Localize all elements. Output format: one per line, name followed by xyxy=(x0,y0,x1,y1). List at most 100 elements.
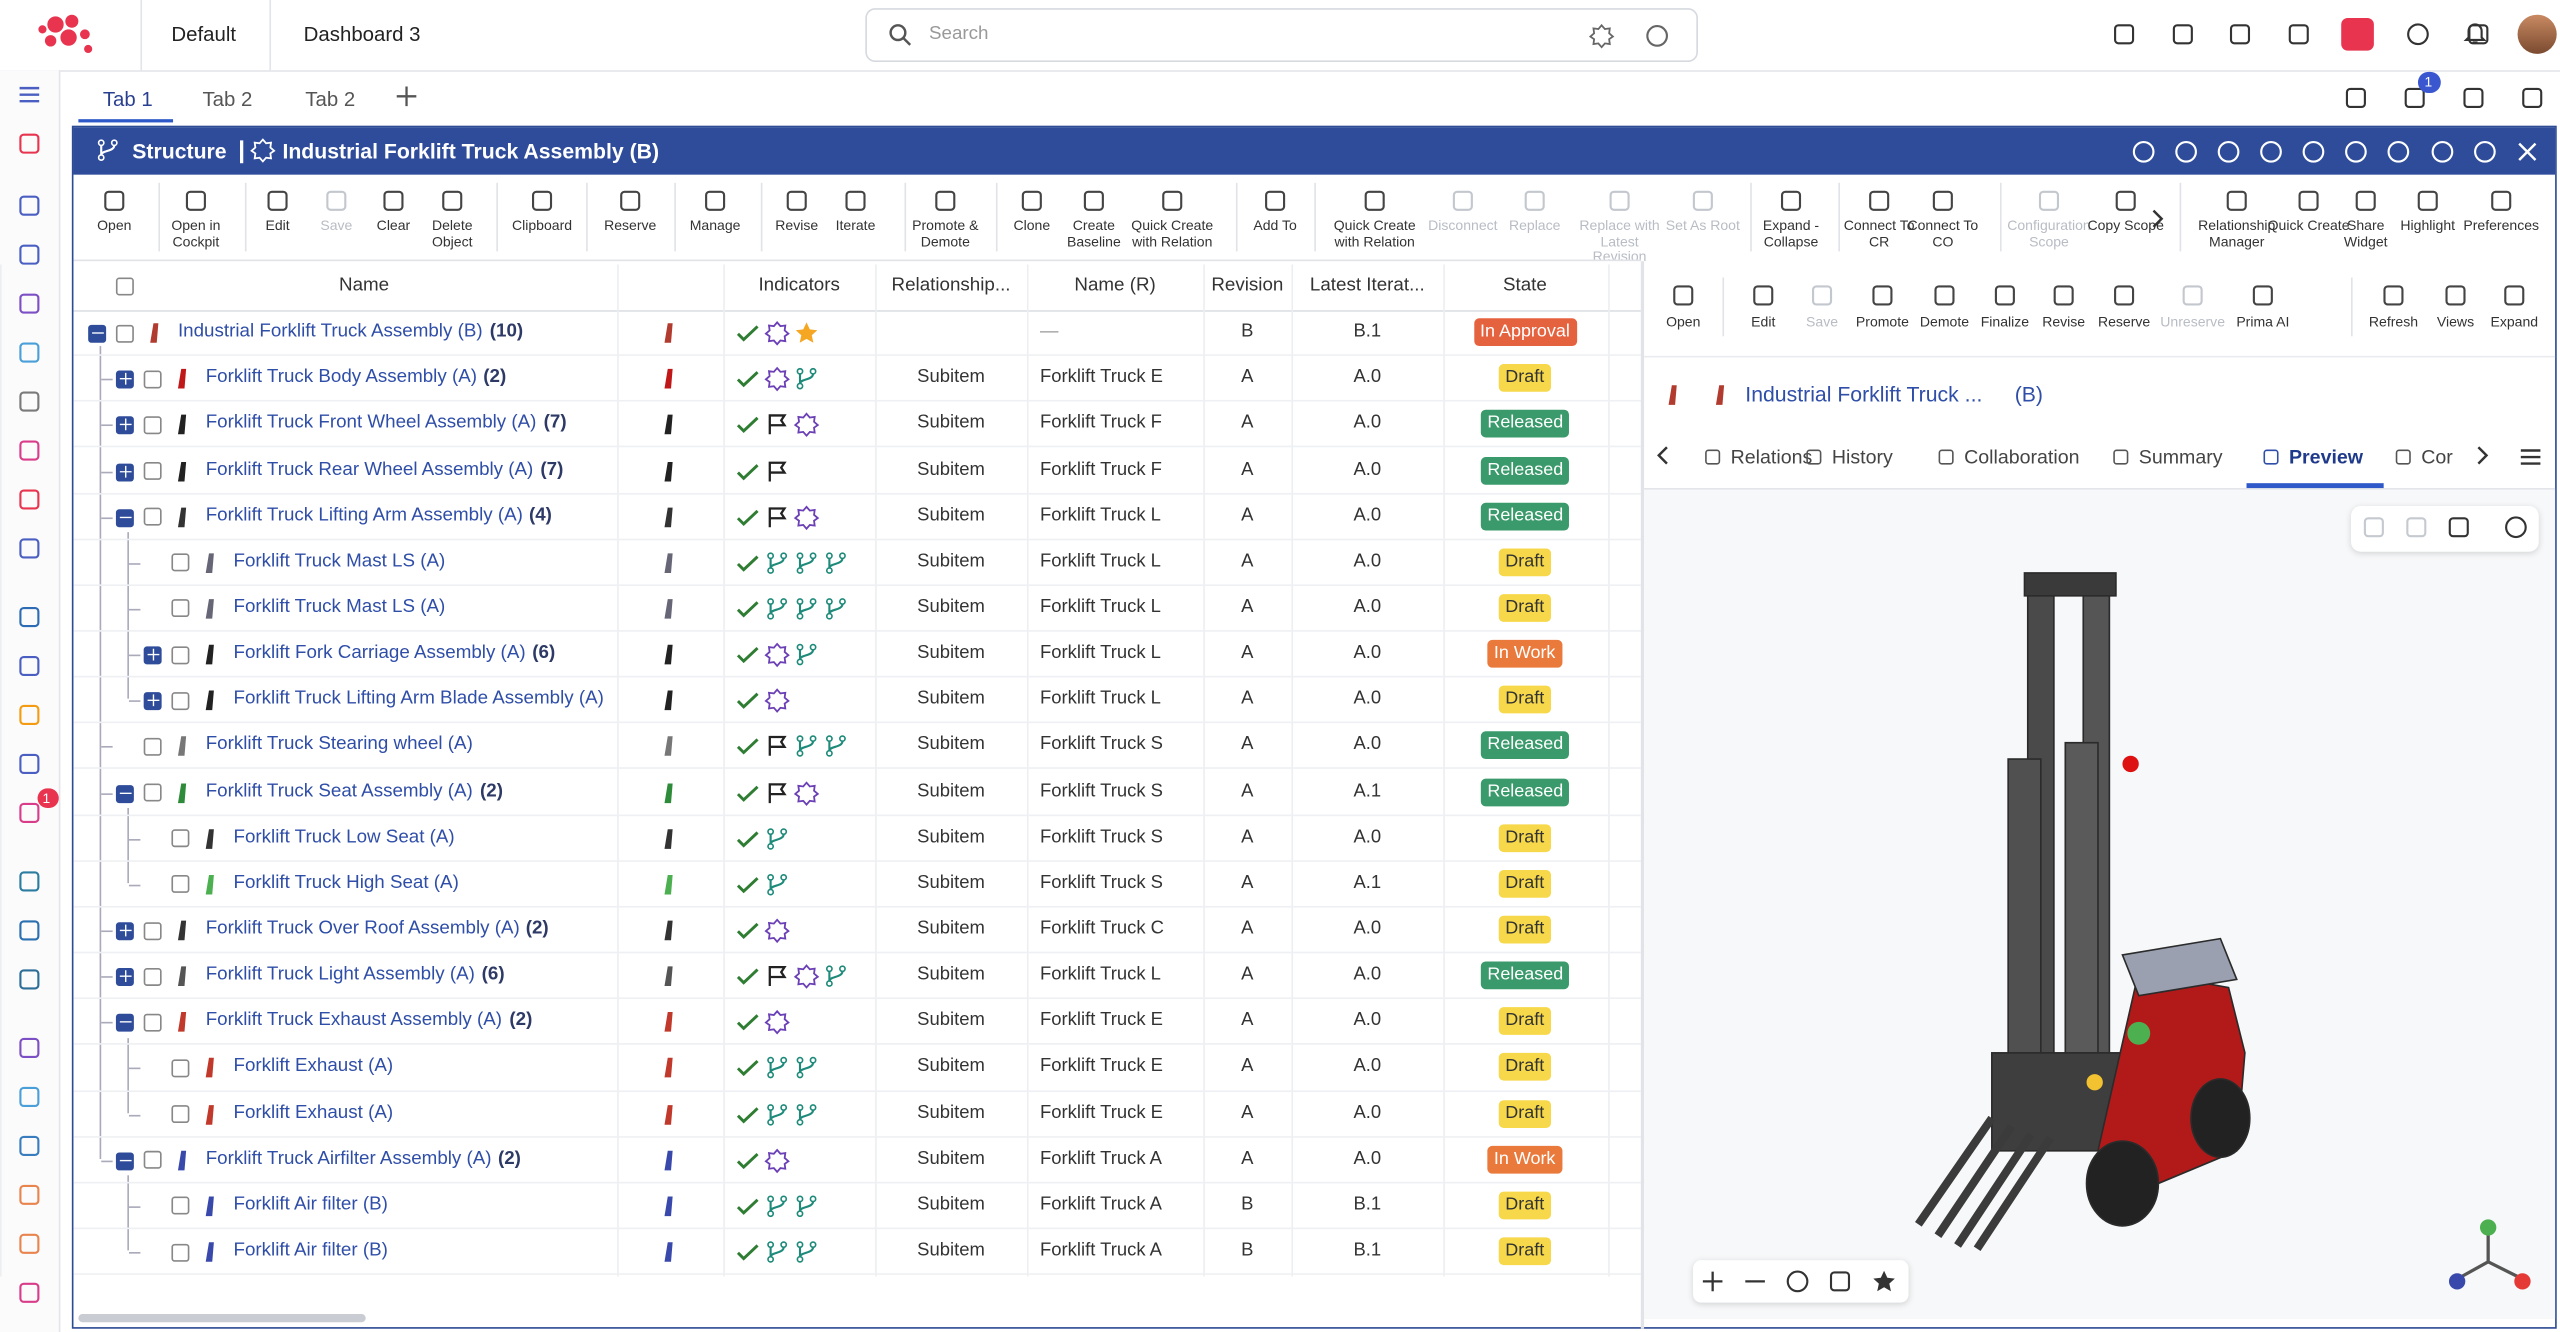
panel-toolbar-button[interactable]: Edit xyxy=(1751,313,1776,330)
column-header[interactable]: Relationship... xyxy=(891,275,1011,296)
row-checkbox[interactable] xyxy=(171,1197,190,1216)
indicator-icon[interactable] xyxy=(764,1239,790,1265)
toolbar-icon[interactable] xyxy=(2415,188,2441,214)
row-checkbox[interactable] xyxy=(143,416,162,435)
sidebar-icon[interactable] xyxy=(16,193,42,219)
row-checkbox[interactable] xyxy=(143,370,162,389)
item-name[interactable]: Forklift Air filter (B) xyxy=(233,1240,388,1261)
tabs-scroll-left[interactable] xyxy=(1651,442,1677,468)
row-checkbox[interactable] xyxy=(171,599,190,618)
row-checkbox[interactable] xyxy=(171,829,190,848)
lighting[interactable] xyxy=(1871,1268,1897,1294)
expand-glyph[interactable] xyxy=(145,693,161,709)
expand-toggle[interactable] xyxy=(115,922,134,941)
toolbar-icon[interactable] xyxy=(702,188,728,214)
zoom-in[interactable] xyxy=(1700,1268,1726,1294)
widget-header-icon[interactable] xyxy=(2216,139,2242,165)
tabs-scroll-right[interactable] xyxy=(2469,442,2495,468)
panel-toolbar-button[interactable]: Promote xyxy=(1855,313,1909,330)
expand-glyph[interactable] xyxy=(145,647,161,663)
item-name[interactable]: Forklift Truck Exhaust Assembly (A) xyxy=(205,1010,503,1031)
sidebar-icon[interactable] xyxy=(16,751,42,777)
indicator-icon[interactable] xyxy=(735,1055,761,1081)
indicator-icon[interactable] xyxy=(735,917,761,943)
tab-bar-icon[interactable] xyxy=(2343,85,2369,111)
top-action-icon[interactable] xyxy=(2111,21,2137,47)
panel-tab[interactable]: History xyxy=(1831,445,1893,469)
indicator-icon[interactable] xyxy=(793,596,819,622)
toolbar-icon[interactable] xyxy=(2224,188,2250,214)
toolbar-icon[interactable] xyxy=(617,188,643,214)
toolbar-icon[interactable] xyxy=(784,188,810,214)
indicator-icon[interactable] xyxy=(793,1239,819,1265)
row-checkbox[interactable] xyxy=(171,875,190,894)
indicator-icon[interactable] xyxy=(823,596,849,622)
column-header[interactable]: Latest Iterat... xyxy=(1309,275,1425,296)
indicator-icon[interactable] xyxy=(764,1009,790,1035)
toolbar-button[interactable]: Edit xyxy=(265,217,290,234)
indicator-icon[interactable] xyxy=(793,1055,819,1081)
sidebar-icon[interactable] xyxy=(16,917,42,943)
indicator-icon[interactable] xyxy=(764,320,790,346)
widget-header-icon[interactable] xyxy=(2429,139,2455,165)
toolbar-icon[interactable] xyxy=(1866,188,1892,214)
panel-tab-icon[interactable] xyxy=(1703,447,1723,467)
indicator-icon[interactable] xyxy=(823,550,849,576)
row-checkbox[interactable] xyxy=(143,461,162,480)
indicator-icon[interactable] xyxy=(764,963,790,989)
toolbar-button[interactable]: Manage xyxy=(689,217,741,234)
column-header[interactable]: Name xyxy=(339,275,390,296)
item-name[interactable]: Forklift Truck Mast LS (A) xyxy=(233,597,446,617)
sidebar-icon[interactable] xyxy=(16,1084,42,1110)
item-name[interactable]: Forklift Truck Airfilter Assembly (A) xyxy=(205,1148,492,1169)
panel-tab[interactable]: Summary xyxy=(2138,445,2223,469)
toolbar-button[interactable]: Relationship Manager xyxy=(2198,217,2276,250)
toolbar-button[interactable]: Connect To CO xyxy=(1907,217,1979,250)
indicator-icon[interactable] xyxy=(735,688,761,714)
indicator-icon[interactable] xyxy=(735,826,761,852)
panel-toolbar-button[interactable]: Finalize xyxy=(1980,313,2030,330)
sidebar-icon[interactable] xyxy=(16,486,42,512)
sidebar-icon[interactable] xyxy=(16,702,42,728)
toolbar-icon[interactable] xyxy=(529,188,555,214)
sidebar-icon[interactable] xyxy=(16,800,42,826)
item-name[interactable]: Forklift Truck Light Assembly (A) xyxy=(205,964,475,985)
indicator-icon[interactable] xyxy=(793,504,820,530)
panel-toolbar-icon[interactable] xyxy=(2111,282,2137,308)
item-name[interactable]: Forklift Truck Front Wheel Assembly (A) xyxy=(205,413,537,434)
widget-header-icon[interactable] xyxy=(2173,139,2199,165)
indicator-icon[interactable] xyxy=(735,871,761,897)
item-name[interactable]: Forklift Truck Lifting Arm Assembly (A) xyxy=(205,505,523,526)
indicator-icon[interactable] xyxy=(764,642,790,668)
top-action-icon[interactable] xyxy=(2405,21,2431,47)
indicator-icon[interactable] xyxy=(793,1193,819,1219)
indicator-icon[interactable] xyxy=(764,550,790,576)
bell-icon[interactable] xyxy=(2462,20,2488,46)
toolbar-button[interactable]: Share Widget xyxy=(2343,217,2388,250)
toolbar-icon[interactable] xyxy=(101,188,127,214)
zoom-out[interactable] xyxy=(1742,1268,1768,1294)
indicator-icon[interactable] xyxy=(735,596,761,622)
search-info-icon[interactable] xyxy=(1644,23,1670,49)
expand-glyph[interactable] xyxy=(117,417,133,433)
sidebar-icon[interactable] xyxy=(16,966,42,992)
toolbar-more[interactable] xyxy=(2144,206,2170,232)
panel-toolbar-icon[interactable] xyxy=(2380,282,2406,308)
sidebar-icon[interactable] xyxy=(16,868,42,894)
row-checkbox[interactable] xyxy=(171,691,190,710)
toolbar-button[interactable]: Copy Scope xyxy=(2087,217,2164,234)
panel-toolbar-icon[interactable] xyxy=(2250,282,2276,308)
indicator-icon[interactable] xyxy=(764,826,790,852)
column-header[interactable]: Name (R) xyxy=(1074,275,1156,296)
panel-toolbar-button[interactable]: Refresh xyxy=(2368,313,2419,330)
expand-toggle[interactable] xyxy=(115,508,134,527)
dashboard-tab[interactable]: Dashboard 3 xyxy=(303,22,421,46)
column-header[interactable]: Indicators xyxy=(758,275,840,296)
app-logo[interactable] xyxy=(36,8,101,60)
sidebar-icon[interactable] xyxy=(16,1280,42,1306)
toolbar-icon[interactable] xyxy=(1262,188,1288,214)
indicator-icon[interactable] xyxy=(764,688,790,714)
toolbar-button[interactable]: Clone xyxy=(1013,217,1051,234)
tab-bar-icon[interactable] xyxy=(2460,85,2486,111)
toolbar-button[interactable]: Clear xyxy=(376,217,411,234)
